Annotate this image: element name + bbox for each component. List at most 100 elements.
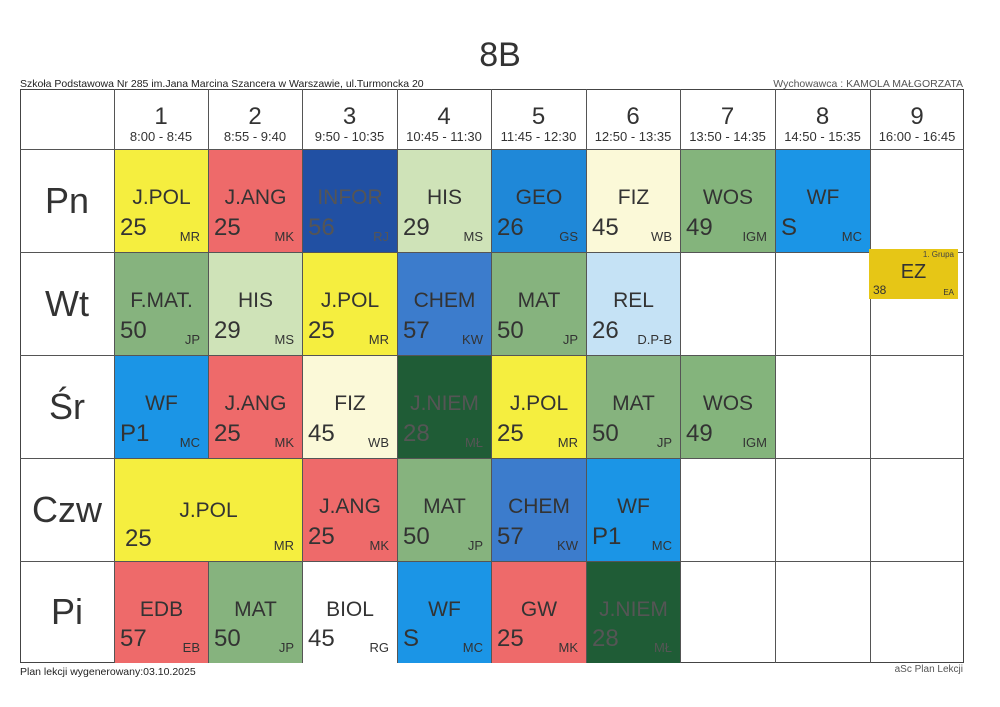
lesson-room: 57 (403, 317, 430, 344)
lesson-room: 28 (592, 625, 619, 652)
lesson-cell[interactable]: GEO 26 GS (492, 150, 586, 252)
lesson-subject: J.POL (509, 392, 569, 415)
lesson-cell[interactable]: WOS 49 IGM (681, 150, 775, 252)
lesson-subject: CHEM (413, 289, 476, 312)
period-time: 9:50 - 10:35 (314, 129, 385, 144)
period-header: 7 13:50 - 14:35 (680, 90, 775, 148)
lesson-subject: FIZ (334, 392, 366, 415)
lesson-subject: FIZ (617, 186, 650, 209)
lesson-subject: CHEM (508, 495, 570, 518)
grid-column-line (586, 89, 587, 663)
lesson-room: 29 (214, 317, 241, 344)
lesson-cell[interactable]: CHEM 57 KW (492, 459, 586, 561)
period-header: 5 11:45 - 12:30 (491, 90, 586, 148)
lesson-cell[interactable]: MAT 50 JP (209, 562, 302, 663)
period-time: 8:55 - 9:40 (223, 129, 287, 144)
lesson-cell[interactable]: WF S MC (398, 562, 491, 663)
lesson-teacher: JP (467, 538, 483, 553)
lesson-group: 1. Grupa (922, 250, 954, 259)
lesson-cell[interactable]: 1. Grupa EZ 38 EA (869, 249, 958, 299)
lesson-cell[interactable]: HIS 29 MS (209, 253, 302, 355)
lesson-cell[interactable]: CHEM 57 KW (398, 253, 491, 355)
lesson-teacher: MS (463, 229, 484, 244)
period-number: 5 (531, 103, 546, 130)
grid-column-line (491, 89, 492, 663)
grid-row-line (20, 252, 964, 253)
page-title: 8B (479, 36, 521, 74)
lesson-room: 25 (497, 420, 524, 447)
lesson-room: 25 (214, 420, 241, 447)
lesson-cell[interactable]: J.NIEM 28 MŁ (398, 356, 491, 458)
lesson-room: 25 (308, 317, 335, 344)
period-number: 8 (815, 103, 830, 130)
period-header: 9 16:00 - 16:45 (870, 90, 964, 148)
lesson-cell[interactable]: WF S MC (776, 150, 870, 252)
period-header: 6 12:50 - 13:35 (586, 90, 680, 148)
lesson-room: 25 (125, 525, 152, 552)
period-number: 7 (720, 103, 735, 130)
lesson-cell[interactable]: J.POL 25 MR (115, 150, 208, 252)
lesson-subject: MAT (517, 289, 561, 312)
grid-row-line (20, 355, 964, 356)
lesson-cell[interactable]: WF P1 MC (587, 459, 680, 561)
lesson-subject: J.ANG (319, 495, 381, 518)
lesson-subject: WOS (702, 186, 754, 209)
lesson-teacher: MŁ (464, 435, 483, 450)
lesson-room: P1 (592, 523, 622, 550)
grid-row-line (20, 561, 964, 562)
lesson-room: 45 (592, 214, 619, 241)
lesson-cell[interactable]: FIZ 45 WB (587, 150, 680, 252)
lesson-cell[interactable]: GW 25 MK (492, 562, 586, 663)
lesson-cell[interactable]: J.NIEM 28 MŁ (587, 562, 680, 663)
lesson-teacher: MK (274, 435, 295, 450)
lesson-room: 25 (214, 214, 241, 241)
lesson-cell[interactable]: BIOL 45 RG (303, 562, 397, 663)
lesson-teacher: EB (182, 640, 200, 655)
lesson-cell[interactable]: J.POL 25 MR (115, 459, 302, 561)
lesson-subject: F.MAT. (130, 289, 193, 312)
lesson-room: 57 (120, 625, 147, 652)
grid-column-line (208, 89, 209, 663)
grid-column-line (302, 89, 303, 663)
lesson-cell[interactable]: J.ANG 25 MK (303, 459, 397, 561)
period-header: 3 9:50 - 10:35 (302, 90, 397, 148)
lesson-teacher: RG (369, 640, 390, 655)
lesson-subject: WF (806, 186, 840, 209)
lesson-cell[interactable]: INFOR 56 RJ (303, 150, 397, 252)
lesson-cell[interactable]: WOS 49 IGM (681, 356, 775, 458)
lesson-teacher: KW (462, 332, 483, 347)
lesson-subject: EZ (900, 261, 927, 283)
lesson-teacher: WB (651, 229, 672, 244)
period-header: 4 10:45 - 11:30 (397, 90, 491, 148)
lesson-room: 50 (403, 523, 430, 550)
lesson-cell[interactable]: MAT 50 JP (398, 459, 491, 561)
lesson-cell[interactable]: FIZ 45 WB (303, 356, 397, 458)
lesson-room: 57 (497, 523, 524, 550)
lesson-cell[interactable]: MAT 50 JP (492, 253, 586, 355)
lesson-cell[interactable]: J.POL 25 MR (492, 356, 586, 458)
lesson-room: 26 (592, 317, 619, 344)
lesson-subject: J.ANG (224, 392, 287, 415)
lesson-subject: GW (520, 598, 558, 621)
lesson-cell[interactable]: REL 26 D.P-B (587, 253, 680, 355)
lesson-room: 45 (308, 420, 335, 447)
lesson-cell[interactable]: HIS 29 MS (398, 150, 491, 252)
lesson-cell[interactable]: EDB 57 EB (115, 562, 208, 663)
lesson-teacher: JP (184, 332, 200, 347)
lesson-cell[interactable]: WF P1 MC (115, 356, 208, 458)
generated-date: Plan lekcji wygenerowany:03.10.2025 (20, 666, 196, 678)
lesson-teacher: D.P-B (637, 332, 672, 347)
period-number: 9 (910, 103, 924, 130)
lesson-teacher: MR (273, 538, 294, 553)
lesson-teacher: WB (368, 435, 389, 450)
lesson-cell[interactable]: J.ANG 25 MK (209, 150, 302, 252)
lesson-cell[interactable]: F.MAT. 50 JP (115, 253, 208, 355)
lesson-subject: MAT (612, 392, 655, 415)
lesson-cell[interactable]: J.ANG 25 MK (209, 356, 302, 458)
lesson-cell[interactable]: J.POL 25 MR (303, 253, 397, 355)
day-label: Pi (50, 591, 83, 632)
lesson-teacher: MC (462, 640, 483, 655)
lesson-cell[interactable]: MAT 50 JP (587, 356, 680, 458)
lesson-subject: HIS (237, 289, 273, 312)
lesson-teacher: KW (557, 538, 578, 553)
